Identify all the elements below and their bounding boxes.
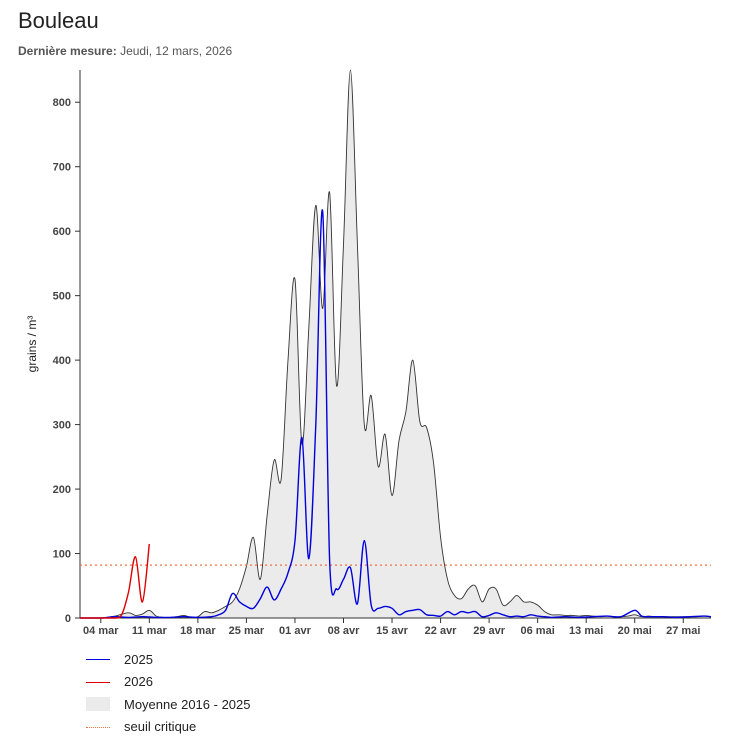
- x-tick-label: 08 avr: [328, 625, 361, 637]
- legend-swatch-threshold: [86, 720, 110, 734]
- plot-area: 0 100 200 300 400 500 600 700 800 04 mar 11 mar 18 …: [25, 69, 712, 637]
- last-measure-label: Dernière mesure:: [18, 44, 117, 58]
- y-tick-label: 600: [53, 226, 71, 238]
- pollen-chart: 0 100 200 300 400 500 600 700 800 04 mar 11 mar 18 …: [25, 69, 712, 637]
- x-tick-label: 13 mai: [569, 625, 603, 637]
- x-tick-label: 27 mai: [666, 625, 700, 637]
- series-line-2026: [80, 543, 150, 619]
- y-tick-label: 0: [65, 613, 71, 625]
- x-tick-label: 04 mar: [83, 625, 119, 637]
- x-tick-label: 01 avr: [279, 625, 312, 637]
- x-tick-label: 18 mar: [180, 625, 216, 637]
- legend-label: 2025: [124, 651, 153, 667]
- legend: 2025 2026 Moyenne 2016 - 2025 seuil crit…: [86, 648, 250, 738]
- chart-title: Bouleau: [18, 8, 99, 33]
- series-line-2025: [80, 209, 712, 619]
- legend-swatch-2025: [86, 652, 110, 666]
- y-tick-label: 800: [53, 97, 71, 109]
- y-tick-label: 500: [53, 291, 71, 303]
- x-tick-label: 22 avr: [425, 625, 458, 637]
- legend-label: 2026: [124, 674, 153, 690]
- y-tick-label: 100: [53, 549, 71, 561]
- legend-item-average[interactable]: Moyenne 2016 - 2025: [86, 693, 250, 716]
- last-measure-value: Jeudi, 12 mars, 2026: [120, 44, 233, 58]
- y-tick-label: 300: [53, 420, 71, 432]
- y-tick-label: 700: [53, 162, 71, 174]
- legend-item-2026[interactable]: 2026: [86, 671, 250, 694]
- legend-item-threshold[interactable]: seuil critique: [86, 716, 250, 739]
- y-axis-label: grains / m³: [25, 316, 39, 373]
- x-tick-label: 06 mai: [521, 625, 555, 637]
- legend-item-2025[interactable]: 2025: [86, 648, 250, 671]
- x-tick-label: 29 avr: [473, 625, 506, 637]
- legend-swatch-average: [86, 697, 110, 712]
- legend-swatch-2026: [86, 675, 110, 689]
- x-tick-label: 15 avr: [376, 625, 409, 637]
- x-tick-label: 11 mar: [132, 625, 168, 637]
- legend-label: Moyenne 2016 - 2025: [124, 696, 251, 712]
- y-tick-label: 400: [53, 355, 71, 367]
- x-tick-label: 20 mai: [618, 625, 652, 637]
- legend-label: seuil critique: [124, 719, 197, 735]
- y-tick-label: 200: [53, 484, 71, 496]
- series-area-average: [80, 70, 711, 618]
- last-measure: Dernière mesure: Jeudi, 12 mars, 2026: [18, 44, 232, 58]
- x-tick-label: 25 mar: [229, 625, 265, 637]
